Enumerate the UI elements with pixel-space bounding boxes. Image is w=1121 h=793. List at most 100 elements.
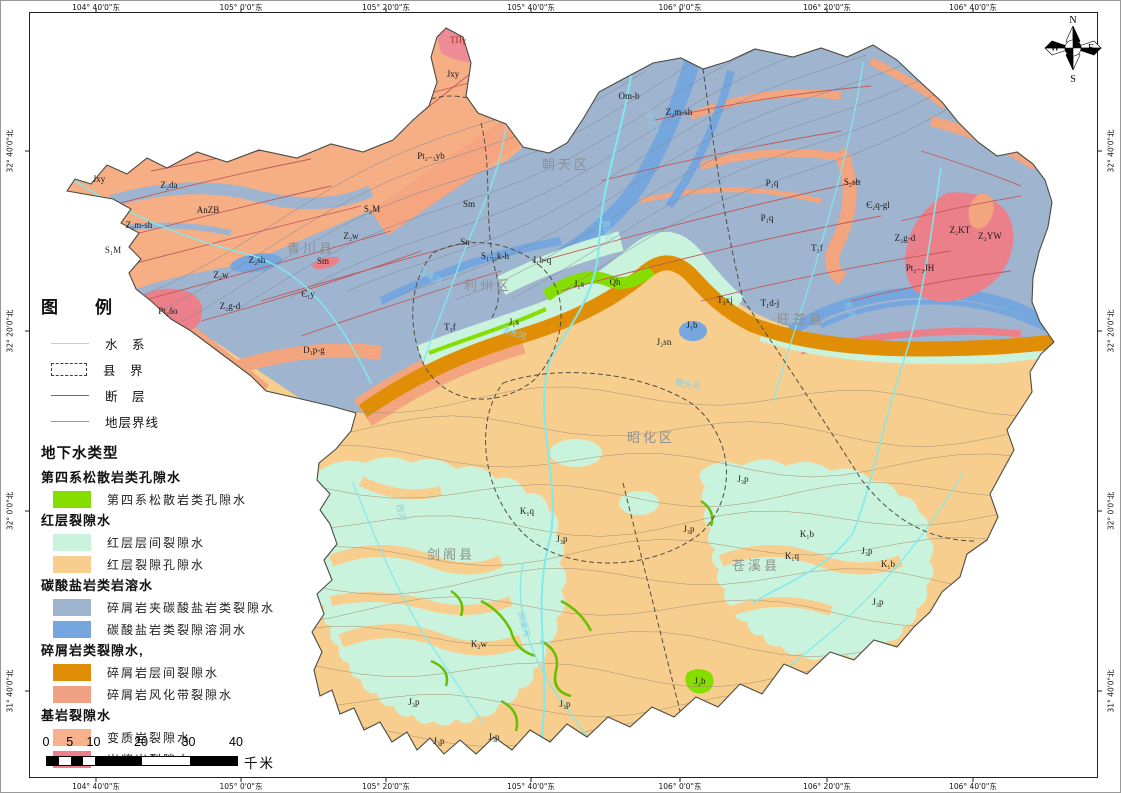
color-swatch — [53, 685, 91, 703]
geo-unit-label: S₁M — [105, 245, 121, 255]
geo-unit-label: AnZB — [197, 205, 220, 215]
scale-bar-unit: 千米 — [244, 756, 275, 771]
geo-unit-label: K₂w — [471, 639, 488, 649]
geo-unit-label: Z₂m-sh — [126, 220, 153, 230]
geo-unit-label: Sm — [317, 256, 329, 266]
geo-unit-label: Z₂g-d — [220, 301, 241, 311]
geo-unit-label: J₃p — [433, 736, 445, 746]
geo-unit-label: J₃p — [872, 597, 884, 607]
graticule-label: 106° 20'0"东 — [803, 3, 851, 12]
scale-bar-segment — [94, 757, 142, 765]
geo-unit-label: T₃f — [444, 322, 456, 332]
geo-unit-label: K₁b — [800, 529, 815, 539]
graticule-label: 32° 20'0"北 — [5, 309, 15, 353]
graticule-label: 106° 40'0"东 — [949, 782, 997, 791]
geo-unit-label: Є₁y — [301, 289, 315, 299]
scale-tick-label: 0 — [42, 735, 50, 749]
legend-group-heading: 基岩裂隙水 — [41, 708, 112, 723]
graticule-label: 104° 40'0"东 — [72, 3, 120, 12]
scale-tick-label: 30 — [181, 735, 196, 749]
legend-group: 碎屑岩类裂隙水, 碎屑岩层间裂隙水碎屑岩风化带裂隙水 — [41, 640, 276, 705]
geo-unit-label: K₁q — [520, 506, 535, 516]
graticule-label: 106° 0'0"东 — [658, 3, 702, 12]
groundwater-type-title: 地下水类型 — [41, 446, 119, 462]
geo-unit-label: Pt₂δo — [158, 306, 178, 316]
legend-item-label: 地层界线 — [105, 415, 160, 430]
geo-unit-label: J₃p — [683, 524, 695, 534]
graticule-label: 31° 40'0"北 — [1106, 669, 1116, 713]
geo-unit-label: J₃p — [559, 699, 571, 709]
county-label: 苍溪县 — [732, 558, 780, 573]
graticule-label: 105° 0'0"东 — [219, 3, 263, 12]
geo-unit-label: Sm — [463, 199, 475, 209]
legend-swatch-row: 碎屑岩夹碳酸盐岩类裂隙水 — [41, 596, 276, 618]
geo-unit-label: S₁₋₂k-h — [481, 251, 510, 261]
river-label: 西河 — [395, 503, 408, 522]
geo-unit-label: Z₂m-sh — [666, 107, 693, 117]
legend-item-label: 县 界 — [103, 363, 144, 378]
compass-s: S — [1070, 74, 1076, 85]
legend-swatch-row: 碎屑岩层间裂隙水 — [41, 661, 276, 683]
graticule-label: 106° 40'0"东 — [949, 3, 997, 12]
legend-line-items: 水 系县 界断 层地层界线 — [41, 330, 276, 434]
geo-unit-label: T₃f — [811, 243, 823, 253]
swatch-label: 变质岩裂隙水 — [107, 730, 192, 745]
geo-unit-label: J₂sn — [657, 337, 672, 347]
compass-w: W — [1050, 43, 1060, 54]
map-frame — [29, 12, 1098, 778]
color-swatch — [53, 490, 91, 508]
legend-group-heading: 碎屑岩类裂隙水, — [41, 643, 144, 658]
geo-unit-label: J₃p — [556, 534, 568, 544]
graticule-label: 105° 20'0"东 — [362, 3, 410, 12]
geo-unit-label: T₃xj — [717, 295, 733, 305]
legend-group-heading: 红层裂隙水 — [41, 513, 112, 528]
legend-item-label: 水 系 — [105, 337, 146, 352]
legend-title: 图 例 — [41, 298, 122, 317]
graticule-label: 106° 0'0"东 — [658, 782, 702, 791]
geo-unit-label: D₁p-g — [303, 345, 325, 355]
scale-tick-label: 5 — [66, 735, 74, 749]
swatch-label: 碎屑岩风化带裂隙水 — [107, 687, 234, 702]
geo-unit-label: K₁b — [881, 559, 896, 569]
geo-unit-label: ΤΠγ — [450, 35, 466, 45]
graticule-label: 32° 0'0"北 — [5, 491, 15, 531]
graticule-label: 32° 20'0"北 — [1106, 309, 1116, 353]
compass-rose: N E S W — [1044, 15, 1102, 85]
geo-unit-label: Pt₂₋₃JH — [906, 263, 935, 273]
legend-swatch-row: 第四系松散岩类孔隙水 — [41, 488, 276, 510]
geo-unit-label: Є₂q-gl — [866, 200, 890, 210]
geo-unit-label: Jxy — [93, 174, 106, 184]
legend-swatch-row: 红层裂隙孔隙水 — [41, 553, 276, 575]
legend-group: 红层裂隙水红层层间裂隙水红层裂隙孔隙水 — [41, 510, 276, 575]
county-label: 青川县 — [287, 241, 335, 256]
geo-unit-label: J₁b — [686, 320, 698, 330]
ls-river-sample — [51, 342, 89, 344]
geo-unit-label: S₂M — [364, 204, 380, 214]
geo-unit-label: J₃p — [408, 697, 420, 707]
legend-group: 第四系松散岩类孔隙水 第四系松散岩类孔隙水 — [41, 467, 276, 510]
legend-swatch-row: 碳酸盐岩类裂隙溶洞水 — [41, 618, 276, 640]
geo-unit-label: Z₂sh — [249, 255, 266, 265]
region-outline — [66, 27, 1055, 755]
graticule-label: 104° 40'0"东 — [72, 782, 120, 791]
geo-unit-label: Qh — [610, 277, 621, 287]
scale-bar: 0 5 10 20 30 40 千米 — [42, 735, 326, 777]
county-label: 旺苍县 — [777, 312, 825, 327]
color-swatch — [53, 728, 91, 746]
swatch-label: 红层层间裂隙水 — [107, 535, 206, 550]
geo-unit-label: Z₂YW — [978, 231, 1002, 241]
geo-unit-label: S₂sh — [844, 177, 861, 187]
swatch-label: 碎屑岩夹碳酸盐岩类裂隙水 — [107, 600, 276, 615]
geo-unit-label: J₁s — [509, 317, 520, 327]
legend: 图 例 水 系县 界断 层地层界线 地下水类型 第四系松散岩类孔隙水 第四系松散岩… — [41, 293, 276, 770]
legend-group-heading: 第四系松散岩类孔隙水 — [41, 470, 182, 485]
geo-unit-label: Z₂da — [160, 180, 177, 190]
geo-unit-label: J₁b-q — [533, 255, 552, 265]
swatch-label: 第四系松散岩类孔隙水 — [107, 492, 248, 507]
county-label: 朝天区 — [542, 157, 590, 172]
geo-unit-label: T₁d-j — [761, 298, 780, 308]
scale-tick-label: 20 — [134, 735, 148, 749]
legend-group: 碳酸盐岩类岩溶水 碎屑岩夹碳酸盐岩类裂隙水 碳酸盐岩类裂隙溶洞水 — [41, 575, 276, 640]
